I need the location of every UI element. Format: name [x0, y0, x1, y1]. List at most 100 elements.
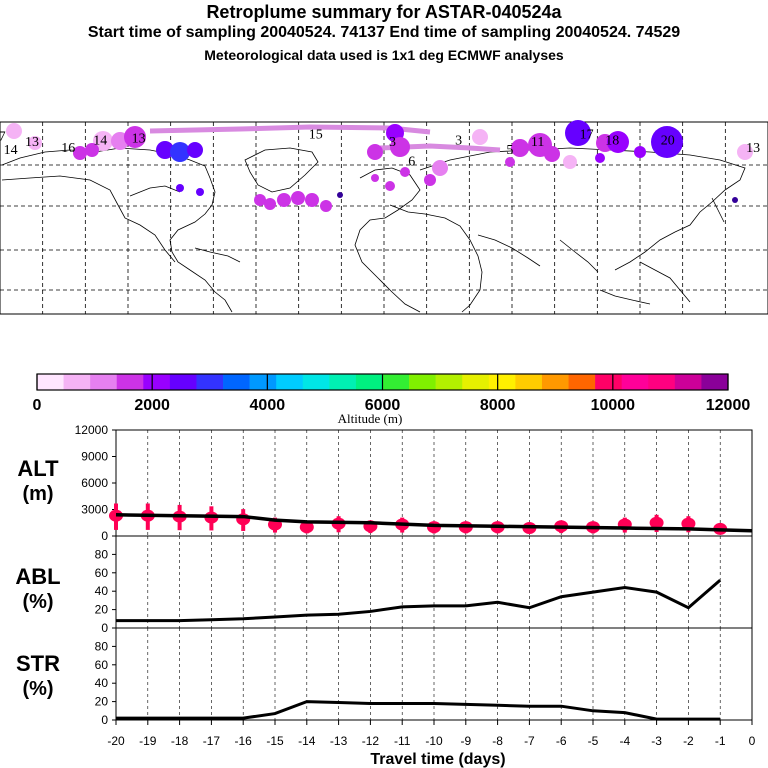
plume-centroid-marker — [170, 142, 190, 162]
x-tick-label: -14 — [298, 734, 316, 748]
plume-day-label: 14 — [93, 133, 107, 148]
colorbar-segment — [488, 374, 516, 390]
x-tick-label: -9 — [460, 734, 471, 748]
colorbar-segment — [541, 374, 569, 390]
chart-title: Retroplume summary for ASTAR-040524a — [206, 2, 562, 22]
plume-day-label: 6 — [408, 154, 415, 169]
x-tick-label: -20 — [107, 734, 125, 748]
plume-day-label: 13 — [25, 135, 39, 150]
colorbar-tick-label: 2000 — [134, 397, 170, 414]
plume-centroid-marker — [73, 146, 87, 160]
colorbar-segment — [329, 374, 357, 390]
plume-centroid-marker — [337, 192, 343, 198]
plume-centroid-marker — [28, 136, 42, 150]
plume-centroid-marker — [305, 193, 319, 207]
colorbar-segment — [674, 374, 702, 390]
plume-day-label: 7 — [0, 129, 6, 144]
plume-centroid-marker — [93, 131, 113, 151]
plume-centroid-marker — [176, 184, 184, 192]
abl-panel-unit: (%) — [22, 591, 53, 613]
colorbar-tick-label: 8000 — [480, 397, 516, 414]
plume-day-label: 18 — [605, 133, 619, 148]
x-tick-label: -15 — [266, 734, 284, 748]
plume-day-label: 17 — [580, 128, 594, 143]
plume-day-label: 15 — [309, 128, 323, 143]
panel-alt: 12000 9000 6000 3000 0 — [75, 423, 753, 543]
colorbar-segment — [595, 374, 622, 390]
plume-centroid-marker — [732, 197, 738, 203]
timeseries-panels: 12000 9000 6000 3000 0 80 60 40 20 0 80 60 40 20 0 — [75, 423, 753, 727]
plume-centroid-marker — [400, 167, 410, 177]
plume-centroid-marker — [367, 144, 383, 160]
colorbar-segment — [63, 374, 91, 390]
plume-centroid-marker — [737, 144, 753, 160]
alt-panel-unit: (m) — [22, 483, 53, 505]
colorbar-label: Altitude (m) — [338, 411, 403, 426]
plume-centroid-marker — [156, 141, 174, 159]
y-tick-label: 60 — [95, 566, 109, 580]
x-tick-label: -10 — [425, 734, 443, 748]
plume-centroid-marker — [320, 200, 332, 212]
x-tick-label: -18 — [171, 734, 189, 748]
y-tick-label: 40 — [95, 676, 109, 690]
y-tick-label: 80 — [95, 639, 109, 653]
abl-panel-label: ABL — [15, 564, 60, 589]
plume-day-label: 11 — [531, 135, 544, 150]
x-tick-label: -4 — [619, 734, 630, 748]
colorbar-segment — [462, 374, 490, 390]
plume-centroid-marker — [432, 160, 448, 176]
str-panel-label: STR — [16, 651, 60, 676]
x-axis-label: Travel time (days) — [370, 751, 505, 768]
colorbar-tick-label: 0 — [33, 397, 42, 414]
plume-day-label: 13 — [746, 141, 760, 156]
colorbar-segment — [515, 374, 543, 390]
colorbar-segment — [568, 374, 596, 390]
x-tick-label: 0 — [749, 734, 756, 748]
y-tick-label: 20 — [95, 603, 109, 617]
colorbar-segment — [302, 374, 330, 390]
colorbar-segment — [435, 374, 463, 390]
sampling-times: Start time of sampling 20040524. 74137 E… — [87, 24, 681, 41]
plume-centroid-marker — [6, 123, 22, 139]
colorbar-tick-label: 6000 — [365, 397, 401, 414]
plume-track — [149, 124, 431, 135]
plume-centroid-marker — [390, 137, 410, 157]
plume-centroid-marker — [424, 174, 436, 186]
y-tick-label: 9000 — [81, 450, 108, 464]
plume-day-label: 3 — [455, 133, 462, 148]
plume-centroid-marker — [371, 174, 379, 182]
abl-line — [116, 579, 722, 623]
plume-centroid-marker — [544, 146, 560, 162]
altitude-colorbar: 0 2000 4000 6000 8000 10000 12000 — [33, 373, 751, 414]
plume-centroid-marker — [634, 146, 646, 158]
plume-centroid-marker — [187, 142, 203, 158]
x-tick-label: -3 — [651, 734, 662, 748]
colorbar-segment — [276, 374, 304, 390]
colorbar-tick-label: 12000 — [706, 397, 751, 414]
x-tick-label: -6 — [556, 734, 567, 748]
plume-centroid-marker — [385, 181, 395, 191]
plume-centroids — [6, 120, 753, 212]
plume-centroid-marker — [563, 155, 577, 169]
plume-day-label: 20 — [661, 133, 675, 148]
x-tick-label: -8 — [492, 734, 503, 748]
x-tick-label: -12 — [362, 734, 380, 748]
plume-centroid-marker — [124, 126, 146, 148]
colorbar-segment — [621, 374, 649, 390]
plume-day-label: 13 — [132, 131, 146, 146]
x-tick-label: -2 — [683, 734, 694, 748]
x-tick-label: -16 — [235, 734, 253, 748]
y-tick-label: 6000 — [81, 476, 108, 490]
plume-centroid-marker — [511, 139, 529, 157]
alt-panel-label: ALT — [17, 456, 59, 481]
y-tick-label: 0 — [101, 529, 108, 543]
plume-centroid-marker — [565, 120, 591, 146]
plume-centroid-marker — [607, 131, 629, 153]
altitude-mean-line — [115, 513, 753, 533]
plume-centroid-marker — [196, 188, 204, 196]
colorbar-segment — [223, 374, 250, 390]
plume-centroid-marker — [254, 194, 266, 206]
plume-centroid-marker — [651, 126, 683, 158]
x-tick-label: -13 — [330, 734, 348, 748]
